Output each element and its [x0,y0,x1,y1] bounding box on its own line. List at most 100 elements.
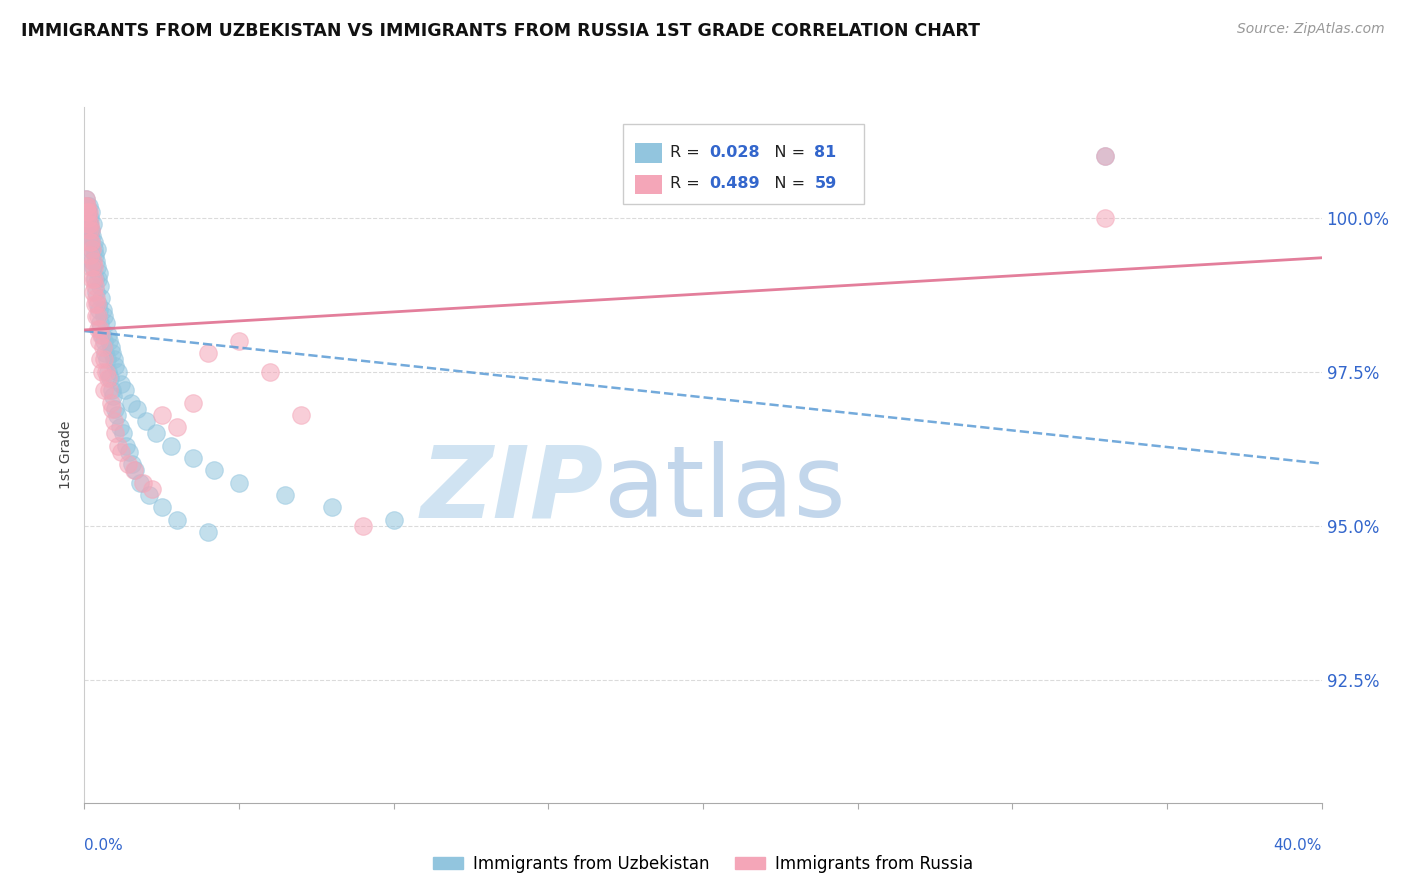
Point [93,310,115,324]
Point [89,321,111,335]
Point [129,475,152,490]
Point [77,223,100,237]
Point [80,223,103,237]
Point [100,384,122,398]
Point [197,524,219,539]
Point [76,204,98,219]
Point [94,346,117,360]
Point [86,260,108,274]
Point [98,334,121,348]
Point [150,408,173,422]
Point [150,500,173,515]
Point [76,211,98,225]
Point [83,260,105,274]
Point [75,198,97,212]
Point [94,365,117,379]
Point [79,223,101,237]
Point [101,389,124,403]
Text: N =: N = [759,176,810,191]
FancyBboxPatch shape [623,124,863,204]
Point [94,316,117,330]
Point [93,384,115,398]
Point [77,217,100,231]
Point [76,198,98,212]
Y-axis label: 1st Grade: 1st Grade [59,421,73,489]
Point [76,217,98,231]
Text: IMMIGRANTS FROM UZBEKISTAN VS IMMIGRANTS FROM RUSSIA 1ST GRADE CORRELATION CHART: IMMIGRANTS FROM UZBEKISTAN VS IMMIGRANTS… [21,22,980,40]
Text: 0.0%: 0.0% [84,838,124,853]
Point [80,242,103,256]
Point [132,475,155,490]
Point [135,414,157,428]
Point [77,217,100,231]
Point [91,327,114,342]
Point [77,211,100,225]
Point [228,334,250,348]
Point [90,327,112,342]
Point [83,235,105,250]
Point [76,211,98,225]
FancyBboxPatch shape [636,175,662,194]
Point [82,260,104,274]
Point [79,204,101,219]
Point [202,463,225,477]
Point [76,204,98,219]
Point [76,204,98,219]
Legend: Immigrants from Uzbekistan, Immigrants from Russia: Immigrants from Uzbekistan, Immigrants f… [426,848,980,880]
Point [89,278,111,293]
Point [89,266,111,280]
Point [93,352,115,367]
Point [181,395,204,409]
Point [141,482,163,496]
Point [100,340,122,354]
Point [138,488,160,502]
Point [90,291,112,305]
Point [104,359,127,373]
Point [274,488,297,502]
Point [120,395,142,409]
Point [290,408,312,422]
Point [79,223,101,237]
Point [118,445,141,459]
Point [84,310,107,324]
Point [83,272,105,286]
Point [82,242,104,256]
Point [124,463,146,477]
Point [98,371,121,385]
Point [77,211,100,225]
Point [91,303,114,318]
Point [86,297,108,311]
Point [93,334,115,348]
Point [84,248,107,262]
Point [96,371,118,385]
Point [110,377,132,392]
Point [82,254,104,268]
Point [112,426,135,441]
Point [107,365,129,379]
Point [84,285,107,299]
Point [83,272,105,286]
Point [160,439,183,453]
Point [77,204,100,219]
Point [84,291,107,305]
Text: R =: R = [669,145,704,160]
Text: Source: ZipAtlas.com: Source: ZipAtlas.com [1237,22,1385,37]
Point [166,420,188,434]
Point [82,285,104,299]
Point [98,384,121,398]
Point [96,352,118,367]
Point [82,254,104,268]
Point [125,401,148,416]
Point [97,365,120,379]
Point [110,445,132,459]
Point [1094,149,1116,163]
Point [96,327,118,342]
Point [79,211,101,225]
Point [87,272,110,286]
Point [103,414,125,428]
Point [166,512,188,526]
Point [103,352,125,367]
Point [77,204,100,219]
Point [108,420,131,434]
Point [122,463,145,477]
